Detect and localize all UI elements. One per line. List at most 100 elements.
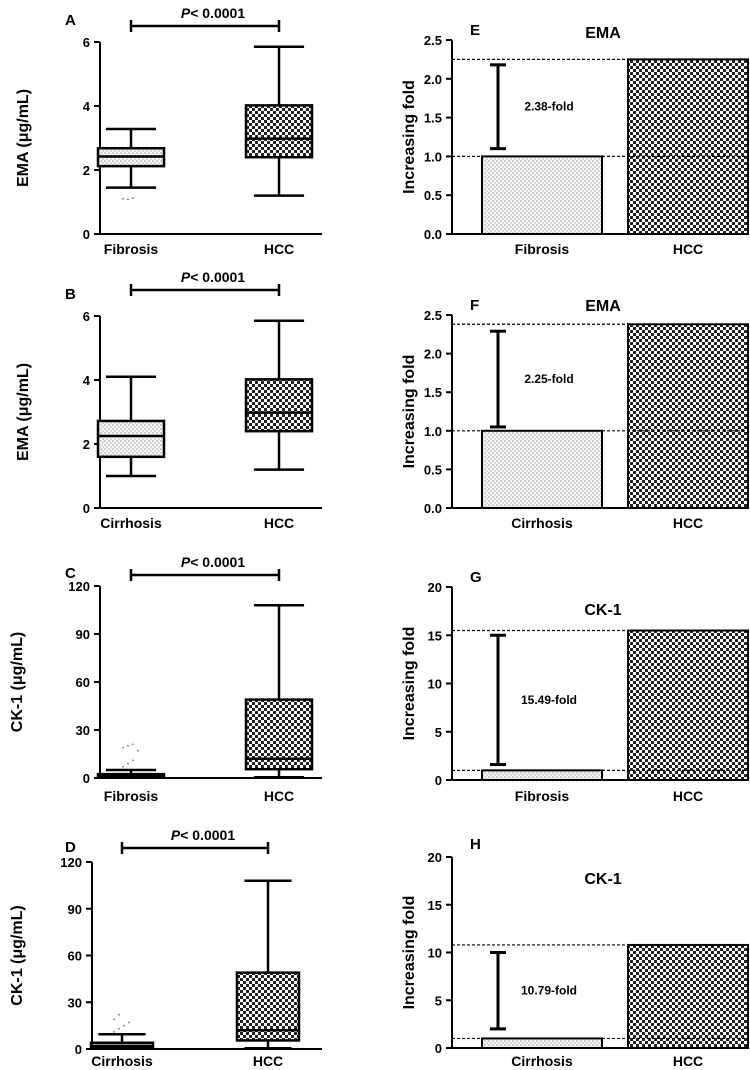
bar-fibrosis	[481, 769, 603, 781]
panel-g: 0 5 10 15 20 Increasing fold G CK-1 Fibrosis HCC 1…	[401, 569, 749, 804]
significance-bracket: P< 0.0001	[120, 827, 270, 854]
y-tick-label: 0.5	[424, 188, 442, 203]
y-tick-label: 0	[75, 1042, 82, 1057]
y-tick-label: 120	[60, 855, 82, 870]
outlier-point	[123, 1024, 125, 1027]
significance-bracket: P< 0.0001	[129, 269, 281, 296]
y-tick-label: 0	[83, 771, 90, 786]
panel-b: 0 2 4 6 EMA (μg/mL) B Cirrhosis HCC P< 0.0001	[15, 269, 322, 531]
y-tick-label: 10	[428, 946, 442, 961]
bar-hcc	[627, 323, 749, 509]
y-tick-label: 1.5	[424, 385, 442, 400]
y-tick-label: 2.5	[424, 33, 442, 48]
y-axis-title: CK-1 (μg/mL)	[9, 905, 26, 1005]
y-tick-label: 15	[428, 628, 442, 643]
panel-letter: H	[470, 836, 481, 853]
panel-letter: G	[470, 569, 482, 586]
fold-range-marker	[490, 329, 506, 429]
y-tick-label: 4	[83, 373, 91, 388]
y-tick-label: 2.5	[424, 308, 442, 323]
box-cirrhosis	[96, 375, 166, 478]
x-category-label: HCC	[264, 788, 294, 804]
x-category-label: Cirrhosis	[91, 1053, 153, 1069]
x-category-label: Fibrosis	[515, 788, 570, 804]
y-tick-label: 5	[435, 993, 442, 1008]
outlier-point	[132, 743, 134, 746]
bar-hcc	[627, 58, 749, 236]
panel-letter: C	[65, 565, 76, 582]
y-tick-label: 0.5	[424, 462, 442, 477]
y-tick-label: 20	[428, 580, 442, 595]
fold-label: 10.79-fold	[521, 984, 577, 998]
p-value-text: < 0.0001	[190, 554, 245, 570]
y-axis-title: CK-1 (μg/mL)	[9, 632, 26, 732]
y-tick-label: 2.0	[424, 347, 442, 362]
y-tick-label: 0	[83, 501, 90, 516]
p-value-text: < 0.0001	[190, 269, 245, 285]
y-tick-label: 0.0	[424, 227, 442, 242]
bar-cirrhosis	[481, 429, 603, 509]
y-tick-label: 1.0	[424, 149, 442, 164]
outlier-point	[132, 197, 134, 200]
y-tick-label: 20	[428, 850, 442, 865]
outlier-point	[128, 1021, 130, 1024]
chart-title: CK-1	[584, 871, 621, 888]
x-category-label: HCC	[264, 241, 294, 257]
box-hcc	[244, 45, 314, 197]
y-tick-label: 0	[435, 773, 442, 788]
p-value-label: P< 0.0001	[181, 269, 245, 285]
bar-hcc	[627, 943, 749, 1050]
y-tick-label: 2	[83, 437, 90, 452]
y-tick-label: 1.0	[424, 424, 442, 439]
y-axis-title: EMA (μg/mL)	[15, 363, 32, 461]
y-tick-label: 90	[68, 902, 82, 917]
panel-a: 0 2 4 6 EMA (μg/mL) A Fibrosis HCC P< 0.0001	[15, 5, 322, 257]
box-iqr	[244, 104, 314, 159]
y-tick-label: 4	[83, 99, 91, 114]
y-axis-title: EMA (μg/mL)	[15, 89, 32, 187]
outlier-point	[113, 1030, 115, 1033]
outlier-point	[127, 762, 129, 765]
p-value-text: < 0.0001	[180, 827, 235, 843]
p-value-italic: P	[181, 269, 191, 285]
y-tick-label: 30	[68, 995, 82, 1010]
y-axis-title: Increasing fold	[401, 355, 418, 469]
y-tick-label: 2.0	[424, 72, 442, 87]
panel-letter: E	[470, 22, 480, 39]
y-tick-label: 60	[68, 949, 82, 964]
outlier-point	[127, 745, 129, 747]
significance-bracket: P< 0.0001	[129, 5, 281, 32]
p-value-italic: P	[181, 554, 191, 570]
outlier-point	[122, 197, 124, 200]
panel-letter: F	[470, 297, 479, 314]
x-category-label: Cirrhosis	[100, 515, 162, 531]
panel-d: 0 30 60 90 120 CK-1 (μg/mL) D Cirrhosis HCC P< 0.…	[9, 827, 322, 1069]
outlier-point	[118, 1013, 120, 1016]
significance-bracket: P< 0.0001	[129, 554, 281, 581]
y-axis-title: Increasing fold	[401, 627, 418, 741]
p-value-text: < 0.0001	[190, 5, 245, 21]
chart-title: EMA	[585, 298, 621, 315]
box-cirrhosis	[89, 1013, 155, 1050]
y-tick-label: 10	[428, 677, 442, 692]
panel-letter: A	[65, 12, 76, 29]
y-tick-label: 6	[83, 309, 90, 324]
panel-e: 0.0 0.5 1.0 1.5 2.0 2.5 Increasing fold E EMA Fib…	[401, 22, 749, 257]
chart-title: CK-1	[584, 602, 621, 619]
outlier-point	[122, 765, 124, 768]
y-tick-label: 0	[83, 227, 90, 242]
x-category-label: HCC	[673, 788, 703, 804]
box-hcc	[244, 319, 314, 471]
box-fibrosis	[96, 127, 166, 201]
y-tick-label: 15	[428, 898, 442, 913]
y-tick-label: 0	[435, 1041, 442, 1056]
panel-c: 0 30 60 90 120 CK-1 (μg/mL) C Fibrosis HCC P< 0.0…	[9, 554, 322, 804]
fold-range-marker	[490, 63, 506, 151]
y-tick-label: 120	[68, 579, 90, 594]
panel-letter: B	[65, 286, 76, 303]
x-category-label: Fibrosis	[104, 241, 159, 257]
p-value-italic: P	[181, 5, 191, 21]
y-axis-title: Increasing fold	[401, 80, 418, 194]
y-tick-label: 6	[83, 35, 90, 50]
y-axis-title: Increasing fold	[401, 896, 418, 1010]
